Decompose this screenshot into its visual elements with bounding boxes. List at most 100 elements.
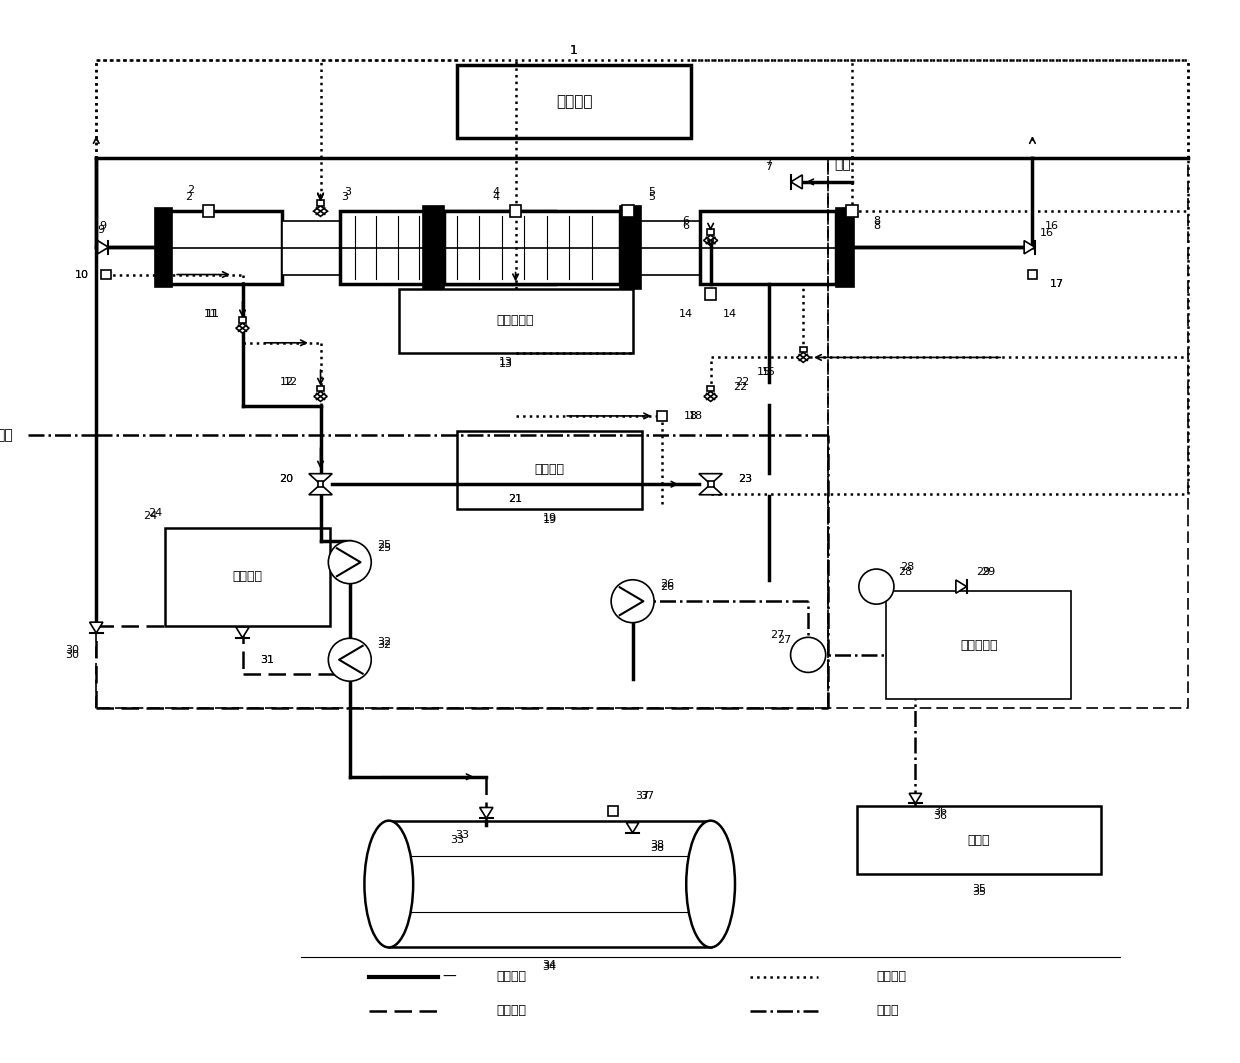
Text: 29: 29 — [981, 567, 996, 577]
Polygon shape — [796, 353, 810, 362]
Text: 27: 27 — [770, 630, 784, 640]
Bar — [340, 212, 554, 284]
Text: 13: 13 — [498, 359, 513, 369]
Text: 37: 37 — [640, 791, 655, 802]
Text: 4: 4 — [492, 191, 500, 202]
Bar — [620, 206, 641, 289]
Bar — [622, 205, 634, 217]
Text: 23: 23 — [738, 474, 751, 485]
Text: 16: 16 — [1045, 221, 1059, 231]
Text: 控制模块: 控制模块 — [556, 94, 593, 108]
Bar — [444, 212, 620, 284]
Text: 2: 2 — [185, 191, 192, 202]
Text: 38: 38 — [650, 843, 665, 853]
Text: 24: 24 — [143, 511, 157, 521]
Text: 电机控制器: 电机控制器 — [497, 315, 534, 327]
Polygon shape — [314, 206, 327, 217]
Bar — [641, 221, 699, 274]
Text: 蓄水池: 蓄水池 — [967, 833, 990, 846]
Bar — [707, 386, 714, 391]
Bar — [704, 288, 717, 300]
Text: 17: 17 — [1050, 280, 1064, 289]
Bar — [202, 205, 215, 217]
Text: 控制通路: 控制通路 — [877, 971, 906, 983]
Text: 11: 11 — [205, 308, 218, 319]
Text: 13: 13 — [498, 357, 513, 368]
Text: 15: 15 — [763, 367, 776, 377]
Text: 7: 7 — [765, 163, 773, 172]
Polygon shape — [1024, 240, 1035, 254]
Bar — [887, 591, 1071, 698]
Polygon shape — [699, 485, 723, 494]
Bar — [423, 206, 444, 289]
Text: 18: 18 — [689, 411, 703, 421]
Polygon shape — [480, 808, 494, 819]
Polygon shape — [89, 622, 103, 632]
Text: 29: 29 — [977, 567, 991, 577]
Text: 28: 28 — [900, 562, 915, 572]
Text: 14: 14 — [723, 308, 738, 319]
Text: 22: 22 — [734, 376, 749, 387]
Bar — [1028, 270, 1038, 280]
Text: 空气: 空气 — [833, 157, 851, 171]
Text: 35: 35 — [972, 887, 986, 897]
Bar — [846, 205, 858, 217]
Text: 31: 31 — [260, 655, 274, 664]
Bar — [389, 821, 711, 947]
Polygon shape — [309, 485, 332, 494]
Text: 调压气罐: 调压气罐 — [232, 571, 263, 584]
Text: 9: 9 — [98, 224, 104, 235]
Bar — [239, 318, 246, 323]
Text: 3: 3 — [341, 191, 348, 202]
Text: 32: 32 — [377, 637, 391, 647]
Circle shape — [611, 579, 653, 623]
Polygon shape — [98, 240, 108, 254]
Bar — [510, 205, 522, 217]
Text: 25: 25 — [377, 540, 391, 550]
Bar — [165, 212, 281, 284]
Polygon shape — [236, 323, 249, 333]
Text: 38: 38 — [650, 840, 665, 850]
Text: 36: 36 — [932, 806, 947, 816]
Text: 17: 17 — [1050, 280, 1064, 289]
Text: 21: 21 — [508, 494, 522, 504]
Polygon shape — [699, 474, 723, 485]
Text: 水通路: 水通路 — [877, 1005, 899, 1017]
Polygon shape — [704, 391, 717, 402]
Circle shape — [329, 638, 371, 681]
Text: 28: 28 — [899, 567, 913, 577]
Text: 14: 14 — [680, 308, 693, 319]
Bar — [708, 482, 713, 487]
Polygon shape — [956, 580, 967, 593]
Bar — [707, 230, 714, 235]
Text: 9: 9 — [99, 221, 107, 231]
Bar — [102, 270, 110, 280]
Text: 26: 26 — [660, 578, 673, 589]
Text: 22: 22 — [733, 382, 746, 391]
Text: 19: 19 — [543, 516, 557, 525]
Bar — [800, 347, 807, 353]
Bar — [281, 221, 340, 274]
Text: 12: 12 — [284, 376, 299, 387]
Text: 8: 8 — [873, 216, 880, 226]
Text: 空气通路: 空气通路 — [496, 971, 526, 983]
Ellipse shape — [686, 821, 735, 947]
Text: 10: 10 — [74, 270, 88, 280]
Text: 35: 35 — [972, 884, 986, 894]
Text: 21: 21 — [508, 494, 522, 504]
Text: 5: 5 — [649, 187, 656, 197]
Text: 34: 34 — [543, 962, 557, 972]
Bar — [609, 806, 618, 815]
Text: 12: 12 — [279, 376, 294, 387]
Text: 26: 26 — [660, 581, 673, 592]
Text: 8: 8 — [873, 221, 880, 231]
Bar — [657, 411, 667, 421]
Text: 18: 18 — [684, 411, 698, 421]
Text: 34: 34 — [543, 960, 557, 969]
Polygon shape — [309, 474, 332, 485]
Polygon shape — [909, 793, 921, 804]
Text: 4: 4 — [492, 187, 500, 197]
Text: 6: 6 — [683, 221, 689, 231]
Text: 3: 3 — [345, 187, 351, 197]
Text: 7: 7 — [765, 157, 773, 167]
